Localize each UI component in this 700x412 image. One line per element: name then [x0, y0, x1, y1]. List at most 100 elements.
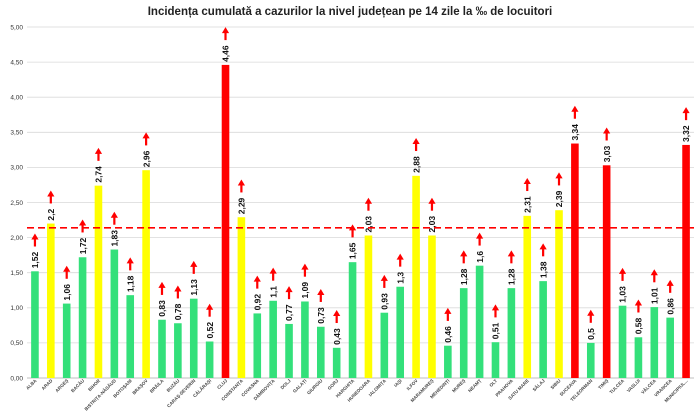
bar: [539, 281, 547, 378]
bar: [618, 305, 627, 378]
bar: [78, 257, 87, 378]
trend-arrow-up-icon: [253, 275, 261, 282]
bar: [269, 300, 277, 378]
value-label: 1,38: [538, 261, 548, 278]
trend-arrow-up-icon: [272, 272, 275, 281]
trend-arrow-up-icon: [78, 219, 87, 226]
bar: [158, 319, 166, 378]
value-label: 2,39: [554, 190, 564, 207]
trend-arrow-up-icon: [301, 263, 309, 270]
value-label: 1,06: [62, 284, 72, 301]
bar: [47, 223, 55, 378]
trend-arrow-up-icon: [510, 255, 513, 264]
trend-arrow-up-icon: [47, 190, 55, 197]
x-category-label: SIBIU: [550, 378, 563, 391]
x-category-label: ALBA: [25, 378, 38, 391]
x-category-label: BACĂU: [69, 377, 85, 393]
trend-arrow-up-icon: [317, 288, 325, 295]
trend-arrow-up-icon: [634, 299, 643, 306]
trend-arrow-up-icon: [491, 304, 500, 311]
trend-arrow-up-icon: [399, 258, 402, 267]
value-label: 0,83: [157, 300, 167, 317]
x-category-label: SĂLAJ: [531, 377, 546, 392]
value-label: 0,52: [205, 322, 215, 339]
trend-arrow-up-icon: [444, 307, 452, 314]
bar: [62, 303, 71, 378]
trend-arrow-up-icon: [65, 270, 68, 279]
trend-arrow-up-icon: [666, 279, 674, 286]
value-label: 2,31: [522, 196, 532, 213]
bar: [396, 286, 405, 378]
trend-arrow-up-icon: [319, 293, 322, 302]
trend-arrow-up-icon: [587, 309, 595, 316]
trend-arrow-up-icon: [542, 248, 545, 257]
value-label: 2,96: [141, 150, 151, 167]
trend-arrow-up-icon: [145, 137, 148, 146]
trend-arrow-up-icon: [460, 250, 468, 257]
trend-arrow-up-icon: [669, 284, 672, 293]
value-label: 0,92: [252, 294, 262, 311]
bar: [205, 341, 214, 378]
trend-arrow-up-icon: [333, 310, 341, 317]
value-label: 1,28: [507, 268, 517, 285]
bar: [428, 235, 436, 378]
bar: [491, 342, 500, 378]
trend-arrow-up-icon: [31, 233, 39, 240]
bar: [285, 323, 293, 378]
value-label: 1,72: [78, 237, 88, 254]
trend-arrow-up-icon: [190, 260, 198, 267]
x-category-label: BIHOR: [87, 378, 101, 392]
value-label: 2,88: [411, 156, 421, 173]
value-label: 3,34: [570, 124, 580, 141]
trend-arrow-up-icon: [684, 112, 688, 121]
y-tick-label: 1,00: [10, 305, 23, 312]
trend-arrow-up-icon: [573, 110, 576, 119]
value-label: 0,93: [380, 293, 390, 310]
trend-arrow-up-icon: [589, 314, 592, 323]
x-category-label: NEAMȚ: [467, 378, 482, 393]
x-category-label: MUREȘ: [451, 378, 467, 394]
value-label: 3,03: [602, 145, 612, 162]
trend-arrow-up-icon: [126, 257, 134, 264]
chart-title: Incidența cumulată a cazurilor la nivel …: [147, 6, 553, 18]
trend-arrow-up-icon: [653, 274, 656, 283]
value-label: 2,29: [237, 197, 247, 214]
trend-arrow-up-icon: [414, 143, 418, 152]
trend-arrow-up-icon: [256, 280, 259, 289]
value-label: 1,01: [649, 287, 659, 304]
x-category-label: GORJ: [327, 378, 340, 391]
trend-arrow-up-icon: [383, 279, 386, 288]
bar: [571, 143, 579, 378]
x-category-label: ARGEȘ: [54, 378, 70, 394]
trend-arrow-up-icon: [237, 179, 245, 186]
value-label: 1,3: [395, 272, 405, 284]
value-label: 3,32: [681, 125, 691, 142]
x-category-label: TULCEA: [609, 378, 626, 395]
trend-arrow-up-icon: [367, 202, 370, 211]
trend-arrow-up-icon: [476, 232, 484, 239]
value-label: 1,83: [110, 230, 120, 247]
trend-arrow-up-icon: [618, 267, 627, 274]
bar: [586, 342, 595, 378]
value-label: 4,46: [221, 45, 231, 62]
trend-arrow-up-icon: [269, 267, 277, 274]
bar: [412, 175, 420, 378]
bar: [523, 215, 532, 378]
y-tick-label: 1,50: [10, 270, 23, 277]
value-label: 1,28: [459, 268, 469, 285]
trend-arrow-up-icon: [603, 127, 611, 134]
trend-arrow-up-icon: [430, 202, 434, 211]
x-category-label: DOLJ: [280, 378, 293, 391]
x-category-label: CLUJ: [216, 378, 228, 390]
trend-arrow-up-icon: [287, 291, 291, 300]
trend-arrow-up-icon: [176, 290, 179, 299]
trend-arrow-up-icon: [523, 178, 531, 185]
x-category-label: VASLUI: [626, 378, 641, 393]
trend-arrow-up-icon: [174, 285, 182, 292]
bar: [189, 298, 198, 378]
value-label: 0,77: [284, 304, 294, 321]
bar: [650, 307, 659, 378]
bar: [301, 301, 309, 378]
trend-arrow-up-icon: [526, 183, 529, 192]
